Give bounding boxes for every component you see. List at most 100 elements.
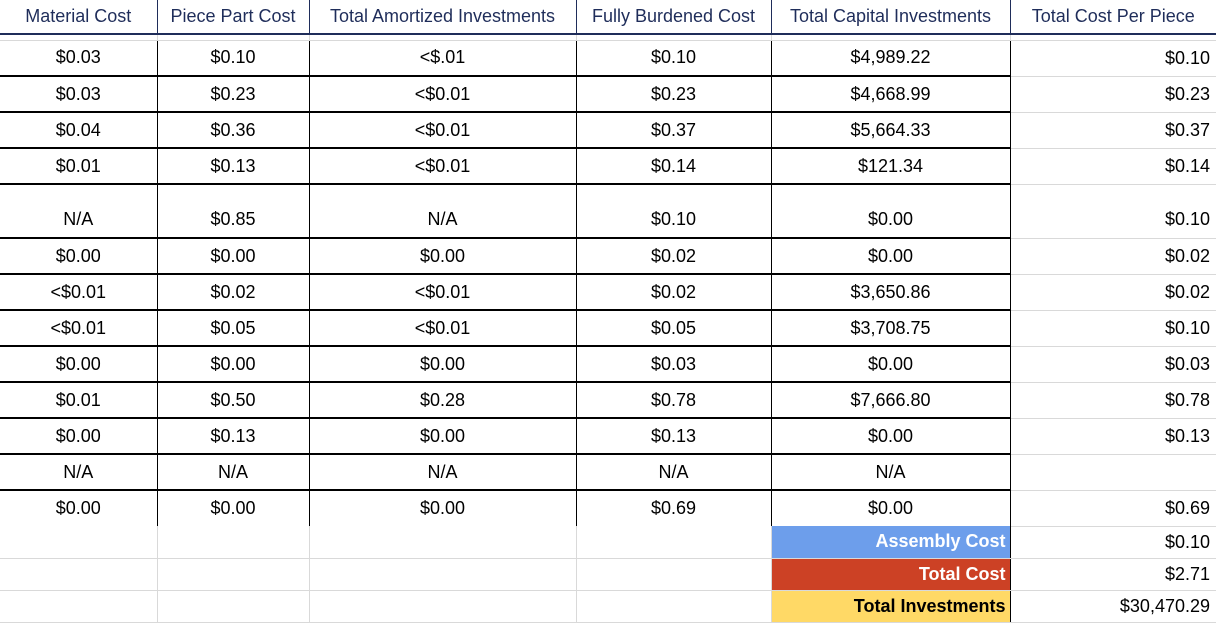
cell-material-cost[interactable]: $0.00 bbox=[0, 238, 158, 275]
cell-fully-burdened-cost[interactable]: $0.10 bbox=[576, 40, 772, 77]
cell-total-cost-per-piece[interactable]: $0.10 bbox=[1009, 184, 1216, 239]
header-material-cost[interactable]: Material Cost bbox=[0, 0, 158, 35]
cell-total-cost-per-piece[interactable] bbox=[1009, 454, 1216, 491]
header-total-cost-per-piece[interactable]: Total Cost Per Piece bbox=[1010, 0, 1216, 35]
cell-total-amortized-investments[interactable]: <$0.01 bbox=[309, 76, 577, 113]
cell-piece-part-cost[interactable]: $0.00 bbox=[157, 238, 310, 275]
cell-material-cost[interactable]: <$0.01 bbox=[0, 310, 158, 347]
cell[interactable] bbox=[157, 558, 310, 591]
cell-total-capital-investments[interactable]: $7,666.80 bbox=[771, 382, 1011, 419]
cell[interactable] bbox=[157, 34, 310, 41]
header-total-amortized-investments[interactable]: Total Amortized Investments bbox=[309, 0, 577, 35]
cell[interactable] bbox=[309, 590, 577, 623]
header-total-capital-investments[interactable]: Total Capital Investments bbox=[771, 0, 1011, 35]
cell-fully-burdened-cost[interactable]: $0.37 bbox=[576, 112, 772, 149]
cell-total-cost-per-piece[interactable]: $0.10 bbox=[1009, 310, 1216, 347]
cell-total-capital-investments[interactable]: $5,664.33 bbox=[771, 112, 1011, 149]
cell-piece-part-cost[interactable]: $0.36 bbox=[157, 112, 310, 149]
cell-material-cost[interactable]: N/A bbox=[0, 454, 158, 491]
header-piece-part-cost[interactable]: Piece Part Cost bbox=[157, 0, 310, 35]
cell[interactable] bbox=[157, 590, 310, 623]
cell-total-capital-investments[interactable]: $3,708.75 bbox=[771, 310, 1011, 347]
cell-total-amortized-investments[interactable]: <$0.01 bbox=[309, 274, 577, 311]
cell-total-cost-per-piece[interactable]: $0.02 bbox=[1009, 238, 1216, 275]
cell-total-amortized-investments[interactable]: $0.00 bbox=[309, 238, 577, 275]
cell-material-cost[interactable]: $0.01 bbox=[0, 382, 158, 419]
cell-total-amortized-investments[interactable]: $0.00 bbox=[309, 346, 577, 383]
cell-total-amortized-investments[interactable]: <$.01 bbox=[309, 40, 577, 77]
cell-fully-burdened-cost[interactable]: N/A bbox=[576, 454, 772, 491]
cell[interactable] bbox=[309, 558, 577, 591]
cell-total-capital-investments[interactable]: $4,668.99 bbox=[771, 76, 1011, 113]
cell-total-capital-investments[interactable]: $0.00 bbox=[771, 418, 1011, 455]
cell[interactable] bbox=[0, 590, 158, 623]
cell[interactable] bbox=[576, 590, 772, 623]
cell-piece-part-cost[interactable]: $0.10 bbox=[157, 40, 310, 77]
cell-piece-part-cost[interactable]: $0.00 bbox=[157, 490, 310, 526]
cell-material-cost[interactable]: $0.00 bbox=[0, 346, 158, 383]
cell-total-amortized-investments[interactable]: <$0.01 bbox=[309, 148, 577, 185]
cell-total-capital-investments[interactable]: $4,989.22 bbox=[771, 40, 1011, 77]
cell-piece-part-cost[interactable]: $0.02 bbox=[157, 274, 310, 311]
cell-fully-burdened-cost[interactable]: $0.13 bbox=[576, 418, 772, 455]
cell[interactable] bbox=[0, 34, 158, 41]
cell-total-capital-investments[interactable]: $0.00 bbox=[771, 238, 1011, 275]
cell-piece-part-cost[interactable]: $0.85 bbox=[157, 184, 310, 239]
cell-piece-part-cost[interactable]: $0.05 bbox=[157, 310, 310, 347]
cell[interactable] bbox=[309, 526, 577, 559]
cell-total-capital-investments[interactable]: $0.00 bbox=[771, 184, 1011, 239]
assembly-cost-value[interactable]: $0.10 bbox=[1010, 526, 1216, 559]
cell[interactable] bbox=[0, 558, 158, 591]
cell-fully-burdened-cost[interactable]: $0.69 bbox=[576, 490, 772, 526]
cell-piece-part-cost[interactable]: $0.13 bbox=[157, 418, 310, 455]
cell-material-cost[interactable]: $0.00 bbox=[0, 490, 158, 526]
cell-total-amortized-investments[interactable]: $0.28 bbox=[309, 382, 577, 419]
cell-fully-burdened-cost[interactable]: $0.14 bbox=[576, 148, 772, 185]
cell-total-cost-per-piece[interactable]: $0.37 bbox=[1009, 112, 1216, 149]
cell-total-amortized-investments[interactable]: <$0.01 bbox=[309, 310, 577, 347]
cell-total-capital-investments[interactable]: $0.00 bbox=[771, 346, 1011, 383]
cell-total-cost-per-piece[interactable]: $0.02 bbox=[1009, 274, 1216, 311]
cell-total-cost-per-piece[interactable]: $0.78 bbox=[1009, 382, 1216, 419]
cell-total-amortized-investments[interactable]: N/A bbox=[309, 454, 577, 491]
cell-piece-part-cost[interactable]: N/A bbox=[157, 454, 310, 491]
cell[interactable] bbox=[576, 526, 772, 559]
cell-material-cost[interactable]: <$0.01 bbox=[0, 274, 158, 311]
cell-fully-burdened-cost[interactable]: $0.78 bbox=[576, 382, 772, 419]
cell-fully-burdened-cost[interactable]: $0.23 bbox=[576, 76, 772, 113]
cell[interactable] bbox=[576, 34, 772, 41]
cell[interactable] bbox=[309, 34, 577, 41]
cell-piece-part-cost[interactable]: $0.23 bbox=[157, 76, 310, 113]
cell-piece-part-cost[interactable]: $0.00 bbox=[157, 346, 310, 383]
cell-piece-part-cost[interactable]: $0.13 bbox=[157, 148, 310, 185]
cell-fully-burdened-cost[interactable]: $0.02 bbox=[576, 238, 772, 275]
cell-total-cost-per-piece[interactable]: $0.14 bbox=[1009, 148, 1216, 185]
cell-material-cost[interactable]: $0.03 bbox=[0, 76, 158, 113]
total-cost-label[interactable]: Total Cost bbox=[771, 558, 1011, 591]
cell-fully-burdened-cost[interactable]: $0.05 bbox=[576, 310, 772, 347]
cell-fully-burdened-cost[interactable]: $0.10 bbox=[576, 184, 772, 239]
cell[interactable] bbox=[0, 526, 158, 559]
cell-material-cost[interactable]: $0.04 bbox=[0, 112, 158, 149]
cell-fully-burdened-cost[interactable]: $0.03 bbox=[576, 346, 772, 383]
cell-total-amortized-investments[interactable]: <$0.01 bbox=[309, 112, 577, 149]
cell-total-capital-investments[interactable]: $3,650.86 bbox=[771, 274, 1011, 311]
assembly-cost-label[interactable]: Assembly Cost bbox=[771, 526, 1011, 559]
total-investments-value[interactable]: $30,470.29 bbox=[1010, 590, 1216, 623]
cell-total-capital-investments[interactable]: $121.34 bbox=[771, 148, 1011, 185]
cell-total-amortized-investments[interactable]: $0.00 bbox=[309, 490, 577, 526]
cell-material-cost[interactable]: N/A bbox=[0, 184, 158, 239]
cell-total-capital-investments[interactable]: N/A bbox=[771, 454, 1011, 491]
cell[interactable] bbox=[771, 34, 1011, 41]
cell[interactable] bbox=[157, 526, 310, 559]
cell-fully-burdened-cost[interactable]: $0.02 bbox=[576, 274, 772, 311]
cell-material-cost[interactable]: $0.00 bbox=[0, 418, 158, 455]
cell-total-cost-per-piece[interactable]: $0.13 bbox=[1009, 418, 1216, 455]
cell-total-cost-per-piece[interactable]: $0.23 bbox=[1009, 76, 1216, 113]
total-cost-value[interactable]: $2.71 bbox=[1010, 558, 1216, 591]
cell-material-cost[interactable]: $0.01 bbox=[0, 148, 158, 185]
cell-total-cost-per-piece[interactable]: $0.10 bbox=[1009, 40, 1216, 77]
cell-total-amortized-investments[interactable]: N/A bbox=[309, 184, 577, 239]
header-fully-burdened-cost[interactable]: Fully Burdened Cost bbox=[576, 0, 772, 35]
cell-piece-part-cost[interactable]: $0.50 bbox=[157, 382, 310, 419]
